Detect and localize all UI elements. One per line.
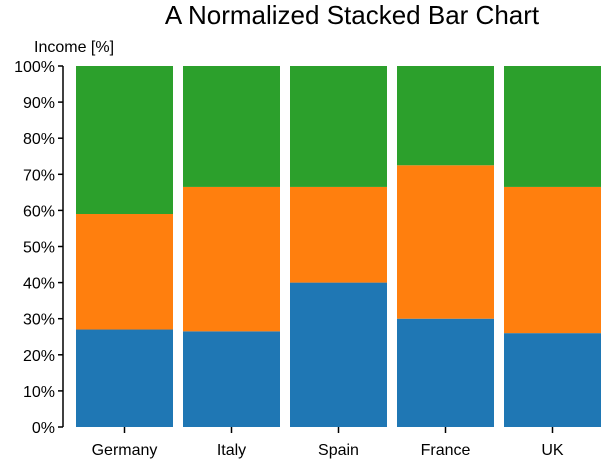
y-tick-label: 40% bbox=[23, 276, 55, 293]
y-tick-label: 20% bbox=[23, 348, 55, 365]
y-tick-label: 0% bbox=[32, 420, 55, 437]
bar-germany-segment-3 bbox=[76, 66, 173, 215]
x-tick-label-italy: Italy bbox=[217, 442, 246, 459]
bar-spain-segment-2 bbox=[290, 186, 387, 283]
x-tick-label-uk: UK bbox=[541, 442, 564, 459]
y-axis-label: Income [%] bbox=[34, 39, 114, 56]
y-tick-label: 60% bbox=[23, 203, 55, 220]
x-tick-label-germany: Germany bbox=[92, 442, 158, 459]
x-tick-label-spain: Spain bbox=[318, 442, 359, 459]
y-tick-label: 10% bbox=[23, 384, 55, 401]
chart-title: A Normalized Stacked Bar Chart bbox=[165, 0, 540, 30]
bar-italy-segment-3 bbox=[183, 66, 280, 187]
bar-france-segment-3 bbox=[397, 66, 494, 166]
bar-germany-segment-1 bbox=[76, 329, 173, 427]
y-tick-label: 90% bbox=[23, 95, 55, 112]
x-axis: Germany Italy Spain France UK bbox=[92, 427, 564, 459]
bar-france-segment-2 bbox=[397, 165, 494, 319]
y-tick-label: 30% bbox=[23, 312, 55, 329]
bar-uk-segment-1 bbox=[504, 333, 601, 427]
bar-germany-segment-2 bbox=[76, 214, 173, 330]
bar-italy-segment-1 bbox=[183, 331, 280, 427]
bar-spain-segment-3 bbox=[290, 66, 387, 187]
bar-uk-segment-2 bbox=[504, 186, 601, 334]
y-tick-label: 50% bbox=[23, 240, 55, 257]
bars-group bbox=[76, 66, 601, 427]
bar-france-segment-1 bbox=[397, 318, 494, 427]
x-tick-label-france: France bbox=[421, 442, 471, 459]
y-tick-label: 80% bbox=[23, 131, 55, 148]
bar-uk-segment-3 bbox=[504, 66, 601, 187]
y-tick-label: 100% bbox=[14, 59, 55, 76]
y-tick-label: 70% bbox=[23, 167, 55, 184]
y-axis: 0% 10% 20% 30% 40% 50% 60% 70% 80% 90% 100% bbox=[14, 59, 64, 437]
bar-spain-segment-1 bbox=[290, 282, 387, 427]
bar-italy-segment-2 bbox=[183, 186, 280, 332]
